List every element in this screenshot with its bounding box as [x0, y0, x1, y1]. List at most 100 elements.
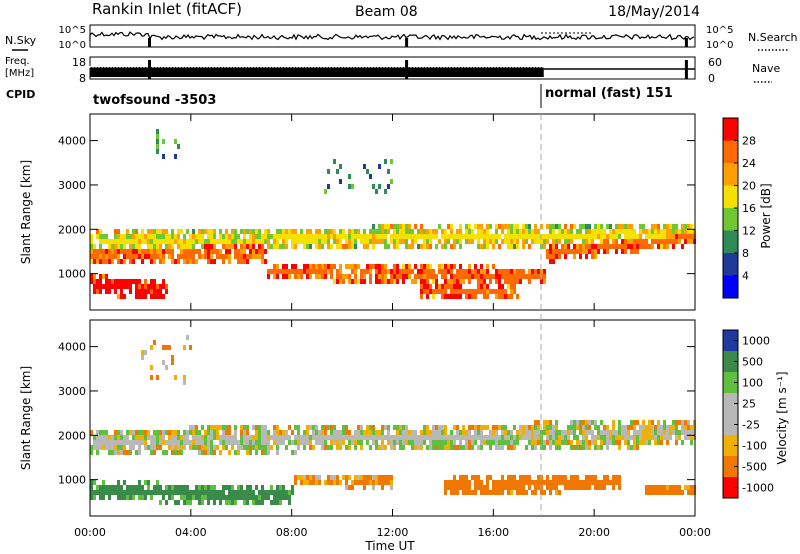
power-cell	[657, 239, 660, 244]
velocity-cell	[474, 435, 477, 440]
power-cell	[198, 249, 201, 254]
velocity-cell	[447, 485, 450, 490]
power-cell	[384, 269, 387, 274]
velocity-cell	[237, 445, 240, 450]
velocity-cell	[222, 425, 225, 430]
velocity-cell	[417, 445, 420, 450]
power-cell	[360, 274, 363, 279]
power-colorbar-swatch	[723, 185, 738, 208]
velocity-cell	[252, 495, 255, 500]
velocity-cell	[522, 435, 525, 440]
velocity-cell	[222, 440, 225, 445]
power-cell	[159, 239, 162, 244]
power-cell	[486, 234, 489, 239]
velocity-cell	[150, 445, 153, 450]
velocity-cell	[264, 445, 267, 450]
velocity-cell	[186, 435, 189, 440]
velocity-cell	[147, 435, 150, 440]
velocity-cell	[108, 450, 111, 455]
velocity-cell	[543, 490, 546, 495]
power-cell	[120, 259, 123, 264]
power-cell	[480, 229, 483, 234]
velocity-cell	[258, 445, 261, 450]
velocity-cell	[222, 490, 225, 495]
velocity-cell	[651, 485, 654, 490]
power-cell	[606, 249, 609, 254]
nave-tick-top: 60	[708, 56, 722, 69]
freq-gap-mark	[684, 60, 688, 79]
velocity-cell	[174, 435, 177, 440]
velocity-cell	[270, 500, 273, 505]
velocity-cell	[399, 445, 402, 450]
power-cell	[162, 249, 165, 254]
power-cell	[372, 239, 375, 244]
velocity-cell	[612, 475, 615, 480]
power-cell	[225, 254, 228, 259]
velocity-cell	[591, 480, 594, 485]
power-cell	[363, 244, 366, 249]
power-cell	[630, 229, 633, 234]
velocity-cell	[510, 490, 513, 495]
power-cell	[126, 254, 129, 259]
velocity-cell	[579, 440, 582, 445]
power-cell	[273, 244, 276, 249]
velocity-cell	[480, 485, 483, 490]
velocity-cell	[225, 430, 228, 435]
velocity-cell	[255, 430, 258, 435]
power-cell	[486, 269, 489, 274]
power-cell	[369, 274, 372, 279]
power-cell	[474, 269, 477, 274]
velocity-cell	[315, 440, 318, 445]
velocity-cell	[555, 425, 558, 430]
power-cell	[231, 244, 234, 249]
power-cell	[444, 269, 447, 274]
power-cell	[210, 234, 213, 239]
velocity-cell	[327, 425, 330, 430]
power-cell	[378, 164, 381, 169]
velocity-cell	[672, 425, 675, 430]
velocity-cell	[549, 435, 552, 440]
power-cell	[156, 239, 159, 244]
power-cell	[126, 279, 129, 284]
velocity-cell	[144, 435, 147, 440]
power-cell	[252, 234, 255, 239]
power-cell	[90, 279, 93, 284]
power-cell	[339, 229, 342, 234]
velocity-cell	[240, 425, 243, 430]
power-cell	[306, 239, 309, 244]
velocity-cell	[378, 435, 381, 440]
power-cell	[675, 234, 678, 239]
velocity-cell	[669, 490, 672, 495]
cpid-label: CPID	[6, 88, 35, 101]
velocity-cell	[228, 425, 231, 430]
power-cell	[102, 249, 105, 254]
power-cell	[228, 254, 231, 259]
power-cell	[603, 244, 606, 249]
power-cell	[153, 279, 156, 284]
power-cell	[576, 249, 579, 254]
velocity-cell	[465, 440, 468, 445]
velocity-cell	[93, 445, 96, 450]
velocity-cell	[159, 440, 162, 445]
velocity-cell	[468, 480, 471, 485]
power-cell	[135, 294, 138, 299]
velocity-cell	[219, 490, 222, 495]
velocity-cell	[291, 450, 294, 455]
velocity-cell	[327, 475, 330, 480]
power-cell	[288, 269, 291, 274]
velocity-cell	[288, 435, 291, 440]
power-cell	[111, 259, 114, 264]
y-tick-label: 1000	[58, 268, 86, 281]
power-cell	[570, 249, 573, 254]
power-cell	[537, 274, 540, 279]
velocity-cell	[453, 490, 456, 495]
velocity-cell	[291, 440, 294, 445]
power-cell	[90, 234, 93, 239]
velocity-cell	[618, 480, 621, 485]
power-cell	[315, 234, 318, 239]
velocity-cell	[444, 485, 447, 490]
power-cell	[354, 274, 357, 279]
velocity-cell	[111, 490, 114, 495]
velocity-cell	[555, 475, 558, 480]
power-cell	[327, 234, 330, 239]
